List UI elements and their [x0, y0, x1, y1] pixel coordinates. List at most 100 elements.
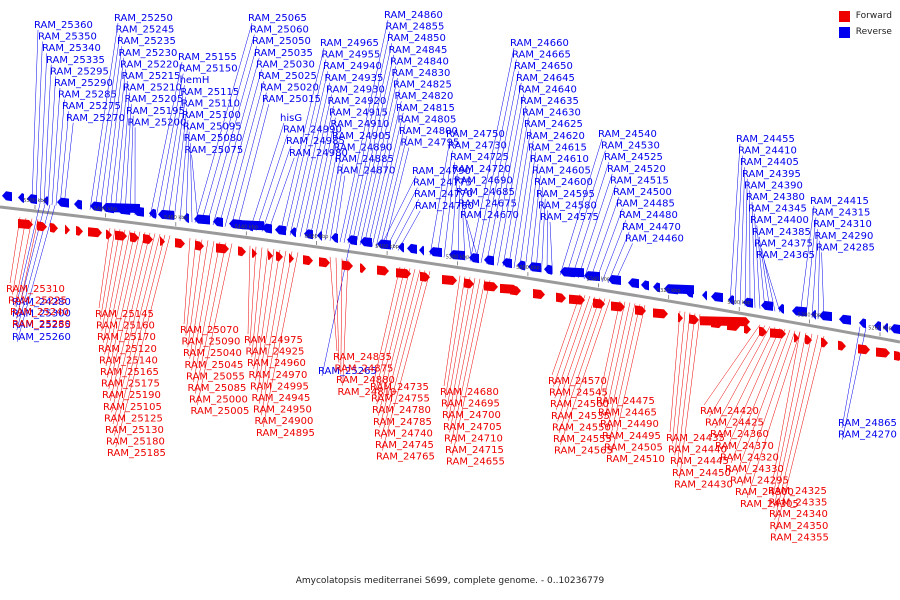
axis-tick-label: 5420 kbp — [305, 234, 329, 240]
leader-line — [729, 143, 741, 304]
gene-label: RAM_24615 — [528, 142, 587, 153]
axis-tick-label: 5440 kbp — [234, 224, 258, 230]
leader-line — [247, 245, 251, 335]
axis-tick-label: 5260 kbp — [868, 325, 892, 331]
leader-line — [279, 47, 325, 234]
gene-label: RAM_24355 — [770, 532, 829, 543]
gene-label: RAM_24535 — [551, 411, 610, 422]
leader-line — [379, 135, 408, 249]
leader-line — [559, 138, 603, 276]
gene-label: RAM_25255 — [12, 320, 71, 331]
gene-label: RAM_24805 — [398, 114, 457, 125]
gene-label: RAM_24300 — [735, 487, 794, 498]
leader-line — [185, 238, 197, 336]
gene-label: RAM_24910 — [331, 119, 390, 130]
leader-line — [193, 241, 221, 383]
gene-label: RAM_25280 — [12, 319, 71, 330]
leader-line — [249, 246, 257, 346]
leader-line — [583, 185, 616, 280]
leader-line — [342, 259, 349, 386]
gene-label: RAM_24900 — [255, 416, 314, 427]
gene-label: RAM_25300 — [12, 309, 71, 320]
gene-label: RAM_24920 — [328, 96, 387, 107]
genome-axis — [0, 205, 900, 344]
gene-arrow — [544, 264, 552, 275]
axis-tick-label: 5480 kbp — [94, 206, 118, 212]
gene-arrow — [728, 295, 734, 306]
gene-arrow — [778, 303, 784, 314]
gene-label: RAM_24905 — [332, 131, 391, 142]
gene-label: RAM_25095 — [183, 122, 242, 133]
gene-label: RAM_24285 — [816, 242, 875, 253]
leader-line — [255, 249, 275, 381]
gene-label: RAM_25155 — [178, 52, 237, 63]
leader-line — [359, 77, 398, 246]
gene-label: RAM_24350 — [770, 521, 829, 532]
gene-arrow — [65, 224, 70, 235]
leader-line — [224, 80, 265, 227]
gene-arrow — [484, 281, 498, 292]
leader-line — [513, 140, 534, 269]
gene-label: RAM_25340 — [42, 43, 101, 54]
leader-line — [98, 227, 111, 309]
gene-arrow — [858, 344, 870, 355]
leader-line — [761, 248, 776, 312]
gene-label: RAM_24540 — [598, 129, 657, 140]
legend-label-forward: Forward — [855, 11, 892, 21]
leader-line — [376, 268, 411, 405]
gene-label: RAM_25220 — [120, 59, 179, 70]
gene-arrow — [653, 282, 660, 293]
leader-line — [100, 228, 116, 320]
leader-line — [450, 173, 458, 259]
gene-label: RAM_24890 — [334, 142, 393, 153]
gene-label: RAM_24630 — [522, 108, 581, 119]
leader-line — [367, 101, 402, 247]
leader-line — [461, 196, 466, 261]
gene-arrow — [839, 314, 851, 325]
gene-arrow — [50, 222, 58, 233]
gene-label: RAM_24950 — [253, 405, 312, 416]
gene-arrow — [442, 275, 457, 286]
leader-line — [89, 22, 119, 210]
leader-line — [218, 69, 262, 226]
gene-label: RAM_25140 — [99, 355, 158, 366]
leader-line — [571, 162, 610, 278]
gene-arrow — [894, 350, 900, 361]
gene-arrow — [794, 332, 799, 343]
legend-item-reverse: Reverse — [838, 24, 892, 40]
leader-line — [39, 53, 48, 204]
gene-label: RAM_24755 — [371, 394, 430, 405]
leader-line — [249, 122, 285, 230]
gene-label: RAM_24735 — [370, 382, 429, 393]
leader-line — [817, 240, 820, 319]
leader-line — [604, 302, 631, 419]
gene-label: RAM_25120 — [98, 344, 157, 355]
leader-line — [758, 236, 771, 311]
leader-line — [821, 252, 825, 321]
gene-arrow — [331, 232, 338, 243]
leader-line — [299, 94, 332, 237]
gene-label: RAM_24625 — [524, 119, 583, 130]
leader-line — [756, 225, 766, 310]
leader-line — [669, 310, 681, 433]
gene-label: RAM_24640 — [518, 84, 577, 95]
gene-arrow — [90, 201, 102, 212]
gene-label: RAM_24775 — [413, 178, 472, 189]
gene-label: RAM_24510 — [606, 454, 665, 465]
gene-label: RAM_24695 — [441, 399, 500, 410]
gene-label: RAM_24970 — [249, 370, 308, 381]
gene-label: RAM_25335 — [46, 55, 105, 66]
gene-label: RAM_24720 — [452, 164, 511, 175]
leader-line — [449, 278, 481, 433]
gene-label: RAM_24390 — [744, 180, 803, 191]
gene-arrow — [194, 214, 210, 225]
gene-label: RAM_25085 — [188, 383, 247, 394]
gene-label: RAM_25270 — [66, 113, 125, 124]
leader-line — [200, 34, 255, 224]
leader-line — [284, 59, 327, 235]
leader-line — [508, 129, 532, 268]
axis-tick-label: 5400 kbp — [375, 244, 399, 250]
figure-caption: Amycolatopsis mediterranei S699, complet… — [295, 576, 605, 586]
gene-label: RAM_25185 — [107, 448, 166, 459]
gene-label: RAM_24490 — [600, 419, 659, 430]
